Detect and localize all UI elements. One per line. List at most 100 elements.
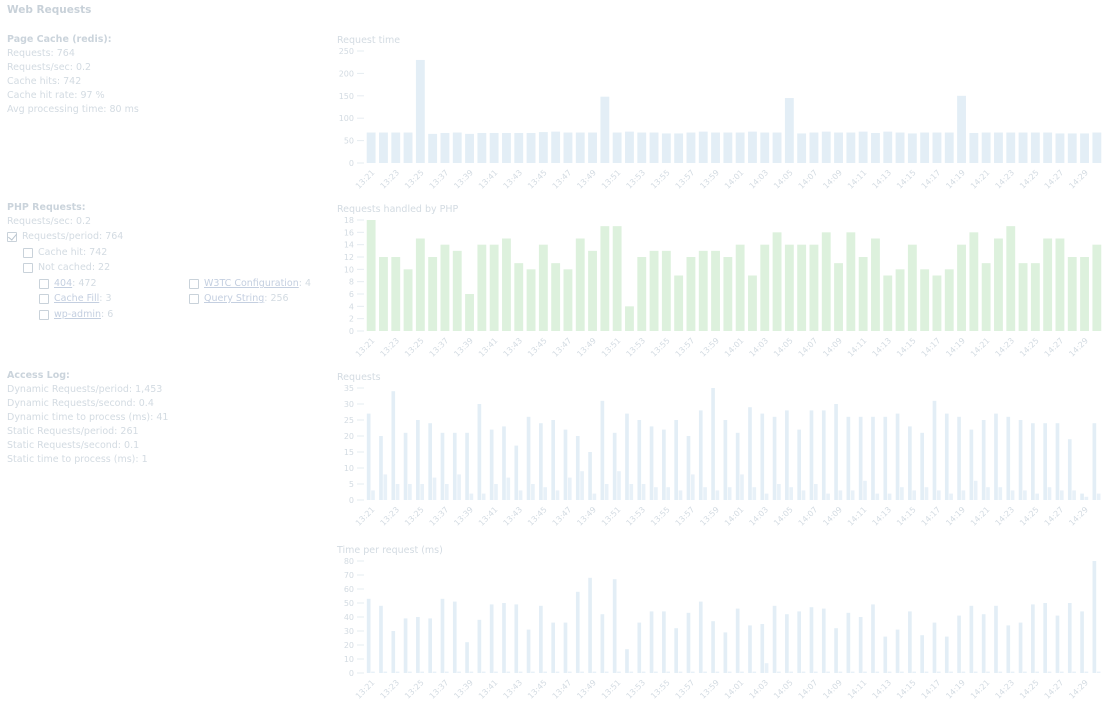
bar	[998, 487, 1003, 500]
bar	[440, 132, 450, 163]
bar	[957, 416, 961, 500]
stat-line: Dynamic Requests/period: 1,453	[7, 384, 163, 395]
bar	[588, 250, 597, 331]
bar	[740, 671, 744, 673]
x-tick-label: 14:19	[944, 168, 967, 191]
bar	[1043, 423, 1048, 500]
bar	[981, 420, 986, 500]
x-tick-label: 14:09	[821, 336, 844, 359]
bar	[612, 132, 622, 163]
bar	[1080, 611, 1084, 673]
bar	[801, 671, 806, 673]
checkbox[interactable]	[39, 310, 49, 320]
x-tick-label: 13:57	[674, 678, 697, 701]
y-tick-label: 0	[349, 327, 354, 336]
link[interactable]: wp-admin	[54, 309, 101, 320]
bar	[797, 429, 802, 500]
x-tick-label: 14:25	[1018, 505, 1041, 528]
x-tick-label: 13:43	[501, 168, 524, 191]
bar	[432, 477, 437, 500]
bar	[391, 132, 401, 163]
checkbox[interactable]	[7, 232, 17, 242]
bar	[588, 577, 592, 673]
bar	[440, 598, 445, 673]
checkbox[interactable]	[23, 263, 33, 273]
x-tick-label: 14:15	[895, 168, 918, 191]
bar	[502, 238, 511, 331]
bar	[1055, 615, 1060, 673]
y-tick-label: 50	[344, 137, 354, 146]
bar	[567, 671, 572, 673]
bar	[703, 487, 707, 500]
bar	[711, 250, 720, 331]
bar	[821, 410, 826, 500]
y-tick-label: 10	[344, 265, 354, 274]
x-tick-label: 14:25	[1018, 168, 1041, 191]
bar	[551, 420, 556, 500]
bar	[629, 484, 634, 500]
bar	[777, 484, 781, 500]
bar	[604, 671, 609, 673]
bar	[1018, 622, 1023, 673]
x-tick-label: 13:59	[698, 336, 721, 359]
bar	[986, 487, 990, 500]
bar	[371, 671, 375, 673]
x-tick-label: 14:17	[920, 505, 943, 528]
y-tick-label: 0	[349, 669, 354, 678]
checkbox[interactable]	[189, 294, 199, 304]
link[interactable]: Query String	[204, 293, 265, 304]
bar	[900, 487, 904, 500]
bar	[674, 133, 684, 163]
bar	[784, 98, 794, 163]
bar	[1059, 490, 1064, 500]
link[interactable]: W3TC Configuration	[204, 278, 299, 289]
x-tick-label: 14:17	[920, 678, 943, 701]
bar	[871, 132, 880, 163]
bar	[1096, 671, 1101, 673]
bar	[969, 429, 974, 500]
x-tick-label: 13:51	[600, 505, 623, 528]
y-tick-label: 12	[344, 253, 354, 262]
bar	[481, 671, 486, 673]
bar	[625, 649, 629, 673]
bar	[543, 487, 548, 500]
bar	[469, 493, 474, 500]
bar	[637, 257, 647, 331]
bar	[969, 232, 979, 331]
bar	[752, 671, 757, 673]
x-tick-label: 14:23	[993, 678, 1016, 701]
bar	[674, 628, 679, 673]
bar	[813, 671, 818, 673]
bar	[748, 131, 757, 163]
x-tick-label: 14:09	[821, 168, 844, 191]
bar	[690, 671, 695, 673]
x-tick-label: 14:25	[1018, 678, 1041, 701]
y-tick-label: 16	[344, 228, 354, 237]
bar	[698, 250, 708, 331]
bar	[1006, 416, 1011, 500]
bar	[1080, 133, 1089, 163]
bar	[506, 671, 511, 673]
bar	[518, 490, 523, 500]
checkbox[interactable]	[39, 294, 49, 304]
bar	[1080, 493, 1084, 500]
link[interactable]: Cache Fill	[54, 293, 100, 304]
bar	[850, 490, 855, 500]
bar	[555, 490, 560, 500]
checkbox[interactable]	[39, 279, 49, 289]
x-tick-label: 13:53	[624, 336, 647, 359]
bar	[428, 257, 438, 331]
bar	[961, 671, 966, 673]
bar	[772, 132, 782, 163]
bar	[748, 407, 752, 500]
bar	[526, 416, 531, 500]
bar	[858, 131, 868, 163]
bar	[887, 671, 892, 673]
link[interactable]: 404	[54, 278, 73, 289]
checkbox[interactable]	[189, 279, 199, 289]
bar	[1072, 671, 1076, 673]
checkbox[interactable]	[23, 248, 33, 258]
bar	[452, 250, 462, 331]
bar	[961, 490, 966, 500]
checkbox-label: Cache Fill: 3	[54, 293, 112, 305]
